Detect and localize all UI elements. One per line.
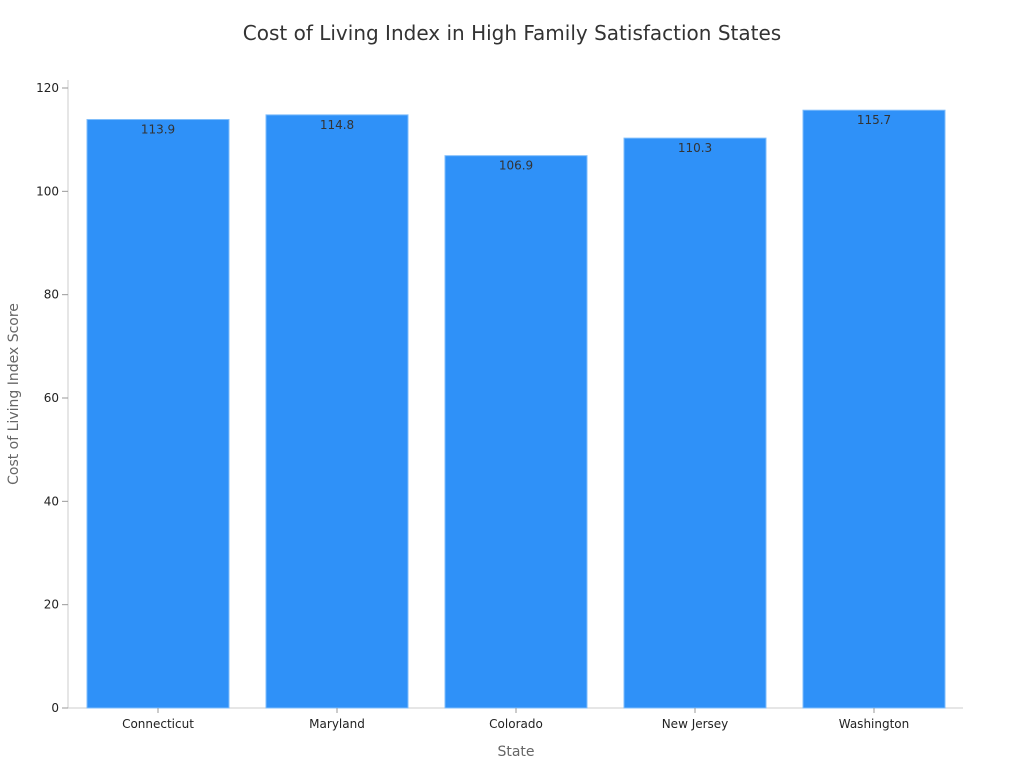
chart-title: Cost of Living Index in High Family Sati… (243, 21, 781, 45)
bar (802, 109, 946, 709)
x-tick-label: New Jersey (662, 717, 729, 731)
x-tick-label: Maryland (309, 717, 365, 731)
y-ticks: 0 20 40 60 80 100 120 (36, 81, 68, 715)
x-ticks: Connecticut Maryland Colorado New Jersey Was… (122, 708, 909, 731)
x-tick-label: Washington (839, 717, 910, 731)
x-tick-label: Colorado (489, 717, 543, 731)
bar (265, 114, 409, 709)
bar-value-label: 113.9 (141, 123, 175, 137)
bar-value-label: 114.8 (320, 118, 354, 132)
y-tick-label: 20 (44, 598, 59, 612)
bar (86, 119, 230, 709)
bar-value-label: 106.9 (499, 159, 533, 173)
bar (623, 137, 767, 709)
x-axis-label: State (497, 744, 534, 760)
y-tick-label: 100 (36, 184, 59, 198)
y-tick-label: 80 (44, 288, 59, 302)
bar (444, 155, 588, 709)
y-tick-label: 40 (44, 494, 59, 508)
bar-value-label: 110.3 (678, 141, 712, 155)
y-axis-label: Cost of Living Index Score (6, 303, 22, 485)
bar-value-label: 115.7 (857, 113, 891, 127)
x-tick-label: Connecticut (122, 717, 194, 731)
bars: 113.9 114.8 106.9 110.3 115.7 (86, 109, 946, 709)
y-tick-label: 60 (44, 391, 59, 405)
y-tick-label: 120 (36, 81, 59, 95)
y-tick-label: 0 (51, 701, 59, 715)
